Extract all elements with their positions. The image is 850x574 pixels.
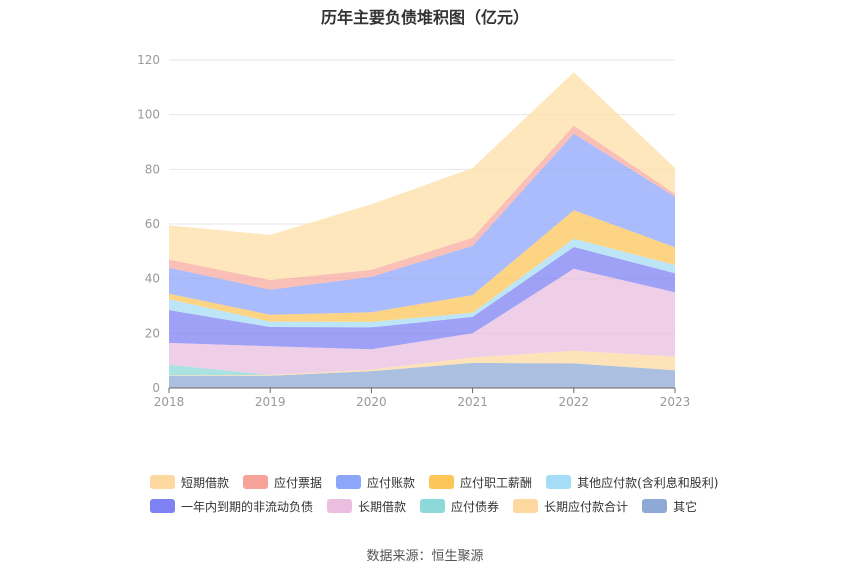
area-应付职工薪酬 <box>169 210 675 322</box>
legend-row: 一年内到期的非流动负债 长期借款 应付债券 长期应付款合计 其它 <box>150 494 770 518</box>
legend-label: 长期借款 <box>358 499 407 514</box>
legend-swatch <box>513 499 539 513</box>
legend-label: 一年内到期的非流动负债 <box>181 499 314 514</box>
x-tick-label: 2020 <box>356 395 387 409</box>
legend-swatch <box>429 475 455 489</box>
x-tick-label: 2021 <box>457 395 488 409</box>
area-应付账款 <box>169 133 675 315</box>
source-note: 数据来源：恒生聚源 <box>366 549 484 564</box>
y-tick-label: 20 <box>145 326 160 340</box>
legend-label: 应付债券 <box>451 499 500 514</box>
legend-swatch <box>546 475 572 489</box>
x-tick-label: 2022 <box>559 395 590 409</box>
legend-item[interactable]: 其他应付款(含利息和股利) <box>546 474 718 491</box>
legend-swatch <box>150 499 175 513</box>
axes: 0 20 40 60 80 100 120 2018 2019 2020 2021 2022 2023 <box>137 53 690 409</box>
x-tick-label: 2023 <box>660 395 691 409</box>
legend-label: 应付账款 <box>367 475 416 490</box>
legend-label: 长期应付款合计 <box>544 499 629 514</box>
legend-item[interactable]: 应付账款 <box>336 474 415 491</box>
legend: 短期借款 应付票据 应付账款 应付职工薪酬 其他应付款(含利息和股利) 一年内到期的非流动… <box>150 470 770 518</box>
area-应付票据 <box>169 125 675 290</box>
legend-item[interactable]: 一年内到期的非流动负债 <box>150 498 313 515</box>
area-其它 <box>169 362 675 388</box>
legend-label: 短期借款 <box>181 475 230 490</box>
legend-item[interactable]: 长期应付款合计 <box>513 498 628 515</box>
area-其他应付款(含利息和股利) <box>169 238 675 328</box>
chart-title: 历年主要负债堆积图（亿元） <box>320 8 529 27</box>
legend-item[interactable]: 应付职工薪酬 <box>429 474 532 491</box>
y-tick-label: 100 <box>137 108 160 122</box>
y-tick-label: 0 <box>152 381 160 395</box>
legend-swatch <box>336 475 362 489</box>
legend-item[interactable]: 应付债券 <box>420 498 499 515</box>
x-tick-label: 2019 <box>255 395 286 409</box>
x-tick-label: 2018 <box>154 395 185 409</box>
legend-swatch <box>243 475 269 489</box>
legend-swatch <box>150 475 175 489</box>
y-tick-label: 40 <box>145 272 160 286</box>
area-短期借款 <box>169 72 675 280</box>
legend-swatch <box>327 499 353 513</box>
area-series <box>169 72 675 388</box>
legend-swatch <box>642 499 668 513</box>
legend-item[interactable]: 短期借款 <box>150 474 229 491</box>
area-应付债券 <box>169 350 675 376</box>
legend-item[interactable]: 长期借款 <box>327 498 406 515</box>
legend-label: 应付职工薪酬 <box>460 475 533 490</box>
legend-item[interactable]: 应付票据 <box>243 474 322 491</box>
area-长期借款 <box>169 268 675 375</box>
legend-label: 其它 <box>673 499 698 514</box>
y-tick-label: 120 <box>137 53 160 67</box>
legend-row: 短期借款 应付票据 应付账款 应付职工薪酬 其他应付款(含利息和股利) <box>150 470 770 494</box>
y-tick-label: 60 <box>145 217 160 231</box>
area-长期应付款合计 <box>169 350 675 376</box>
legend-swatch <box>420 499 446 513</box>
y-tick-label: 80 <box>145 162 160 176</box>
area-一年内到期的非流动负债 <box>169 247 675 350</box>
legend-item[interactable]: 其它 <box>642 498 697 515</box>
legend-label: 应付票据 <box>274 475 323 490</box>
legend-label: 其他应付款(含利息和股利) <box>577 475 719 490</box>
